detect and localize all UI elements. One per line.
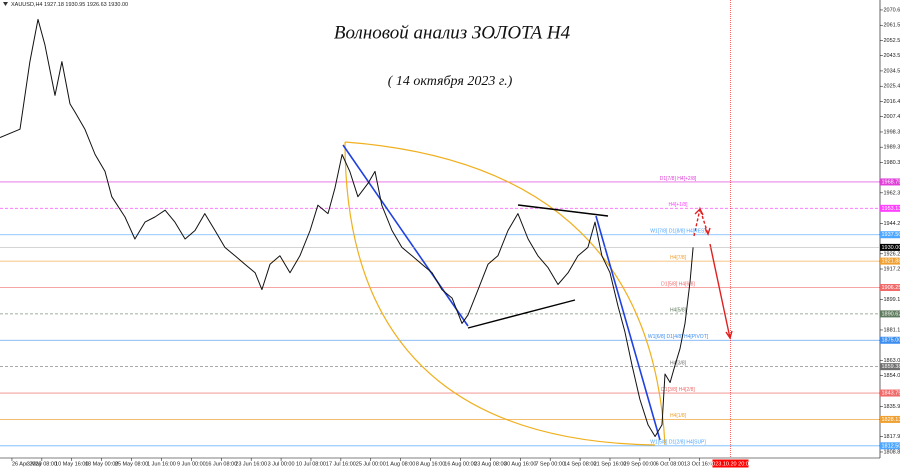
trend-line (467, 299, 576, 329)
level-price: 1859.38 (882, 364, 900, 370)
y-tick-label: 2043.50 (884, 53, 900, 59)
x-tick-label: 25 Jul 00:00 (356, 461, 386, 467)
x-tick-label: 17 Jul 16:00 (326, 461, 356, 467)
x-tick-label: 10 Jul 08:00 (296, 461, 326, 467)
y-tick-label: 1854.00 (884, 373, 900, 379)
level-price-box (880, 204, 900, 212)
chart-title: Волновой анализ ЗОЛОТА H4 (334, 22, 571, 43)
x-tick-label: 10 May 16:00 (55, 461, 88, 467)
x-tick-label: 3 Jul 00:00 (268, 461, 295, 467)
level-price: 1890.62 (882, 311, 900, 317)
y-tick-label: 2016.40 (884, 99, 900, 105)
x-tick-label: 23 Jun 16:00 (235, 461, 267, 467)
x-tick-label: 26 Apr 2023 (12, 461, 42, 467)
x-tick-label: 21 Sep 16:00 (594, 461, 627, 467)
y-tick-label: 1998.35 (884, 129, 900, 135)
level-price: 1906.25 (882, 285, 900, 291)
level-price-box (880, 284, 900, 291)
arc (344, 141, 656, 446)
level-price-box (880, 231, 900, 239)
y-tick-label: 1989.35 (884, 145, 900, 151)
y-tick-label: 1926.20 (884, 251, 900, 257)
x-tick-label: 14 Sep 08:00 (564, 461, 597, 467)
chart-subtitle: ( 14 октября 2023 г.) (388, 74, 513, 89)
x-tick-label: 16 Aug 00:00 (444, 461, 476, 467)
x-tick-label: 13 Oct 16:00 (684, 461, 716, 467)
x-tick-label: 16 Jun 08:00 (205, 461, 237, 467)
level-label: W1[6/8] D1[4/8] H4[PIVOT] (648, 334, 709, 340)
level-label: W1[5/8] D1[2/8] H4[SUP] (650, 440, 706, 446)
arrow-head (694, 207, 711, 236)
y-tick-label: 1980.30 (884, 160, 900, 166)
level-price-box (880, 363, 900, 371)
y-tick-label: 2052.55 (884, 38, 900, 44)
level-price: 1812.50 (882, 443, 900, 449)
level-price: 1937.50 (882, 232, 900, 238)
level-price-box (880, 257, 900, 265)
level-label: H4[1/8] (670, 413, 687, 419)
wave-line (342, 144, 469, 327)
trend-line (517, 204, 609, 217)
level-price: 1843.75 (882, 390, 900, 396)
x-tick-label: 7 Sep 00:00 (535, 461, 565, 467)
level-price: 1953.13 (882, 206, 900, 212)
cursor-label: 2023.10.20 20:00 (709, 461, 752, 467)
x-tick-label: 1 Aug 08:00 (386, 461, 415, 467)
x-tick-label: 29 Sep 00:00 (624, 461, 657, 467)
symbol-icon (3, 2, 8, 6)
level-price: 1921.88 (882, 259, 900, 265)
x-tick-label: 8 Aug 16:00 (416, 461, 445, 467)
y-tick-label: 1863.00 (884, 358, 900, 364)
current-price-label: 1930.00 (882, 245, 900, 251)
level-price-box (880, 415, 900, 423)
y-tick-label: 1881.10 (884, 327, 900, 333)
y-tick-label: 1917.20 (884, 266, 900, 272)
y-tick-label: 1817.90 (884, 434, 900, 440)
x-tick-label: 3 May 08:00 (27, 461, 57, 467)
y-tick-label: 1944.20 (884, 221, 900, 227)
y-tick-label: 2061.56 (884, 23, 900, 29)
current-price-box (880, 243, 900, 251)
arrow-head (725, 330, 733, 340)
level-price: 1968.75 (882, 179, 900, 185)
y-tick-label: 1962.30 (884, 190, 900, 196)
header: XAUUSD,H4 1927.18 1930.95 1926.63 1930.0… (11, 2, 128, 8)
level-price-box (880, 442, 900, 450)
level-label: W1[7/8] D1[8/8] H4[RES] (650, 229, 706, 235)
level-label: H4[7/8] (670, 255, 687, 261)
x-tick-label: 30 Aug 16:00 (504, 461, 536, 467)
x-tick-label: 18 May 00:00 (85, 461, 118, 467)
cursor-box (712, 459, 749, 468)
x-tick-label: 1 Jun 16:00 (147, 461, 176, 467)
level-price: 1828.13 (882, 417, 900, 423)
level-price: 1875.00 (882, 338, 900, 344)
x-tick-label: 9 Jun 00:00 (177, 461, 206, 467)
level-label: D1[3/8] H4[2/8] (661, 387, 695, 393)
y-tick-label: 2070.60 (884, 7, 900, 13)
y-tick-label: 2025.45 (884, 84, 900, 90)
level-label: D1[7/8] H4[+2/8] (660, 176, 697, 182)
level-price-box (880, 178, 900, 186)
level-label: D1[5/8] H4[6/8] (661, 281, 695, 287)
y-tick-label: 2007.40 (884, 114, 900, 120)
level-price-box (880, 310, 900, 318)
y-tick-label: 1899.10 (884, 297, 900, 303)
wave-line (595, 215, 661, 441)
forecast-arrow (709, 243, 731, 339)
price-line (0, 18, 694, 437)
level-label: H4[+1/8] (668, 202, 688, 208)
x-tick-label: 6 Oct 08:00 (656, 461, 684, 467)
level-label: H4[3/8] (670, 360, 687, 366)
x-tick-label: 23 Aug 08:00 (474, 461, 506, 467)
y-tick-label: 1808.85 (884, 449, 900, 455)
y-tick-label: 1835.90 (884, 404, 900, 410)
level-price-box (880, 336, 900, 344)
level-price-box (880, 389, 900, 397)
y-tick-label: 2034.50 (884, 68, 900, 74)
arc (344, 141, 666, 446)
x-tick-label: 25 May 08:00 (115, 461, 148, 467)
level-label: H4[5/8] (670, 308, 687, 314)
